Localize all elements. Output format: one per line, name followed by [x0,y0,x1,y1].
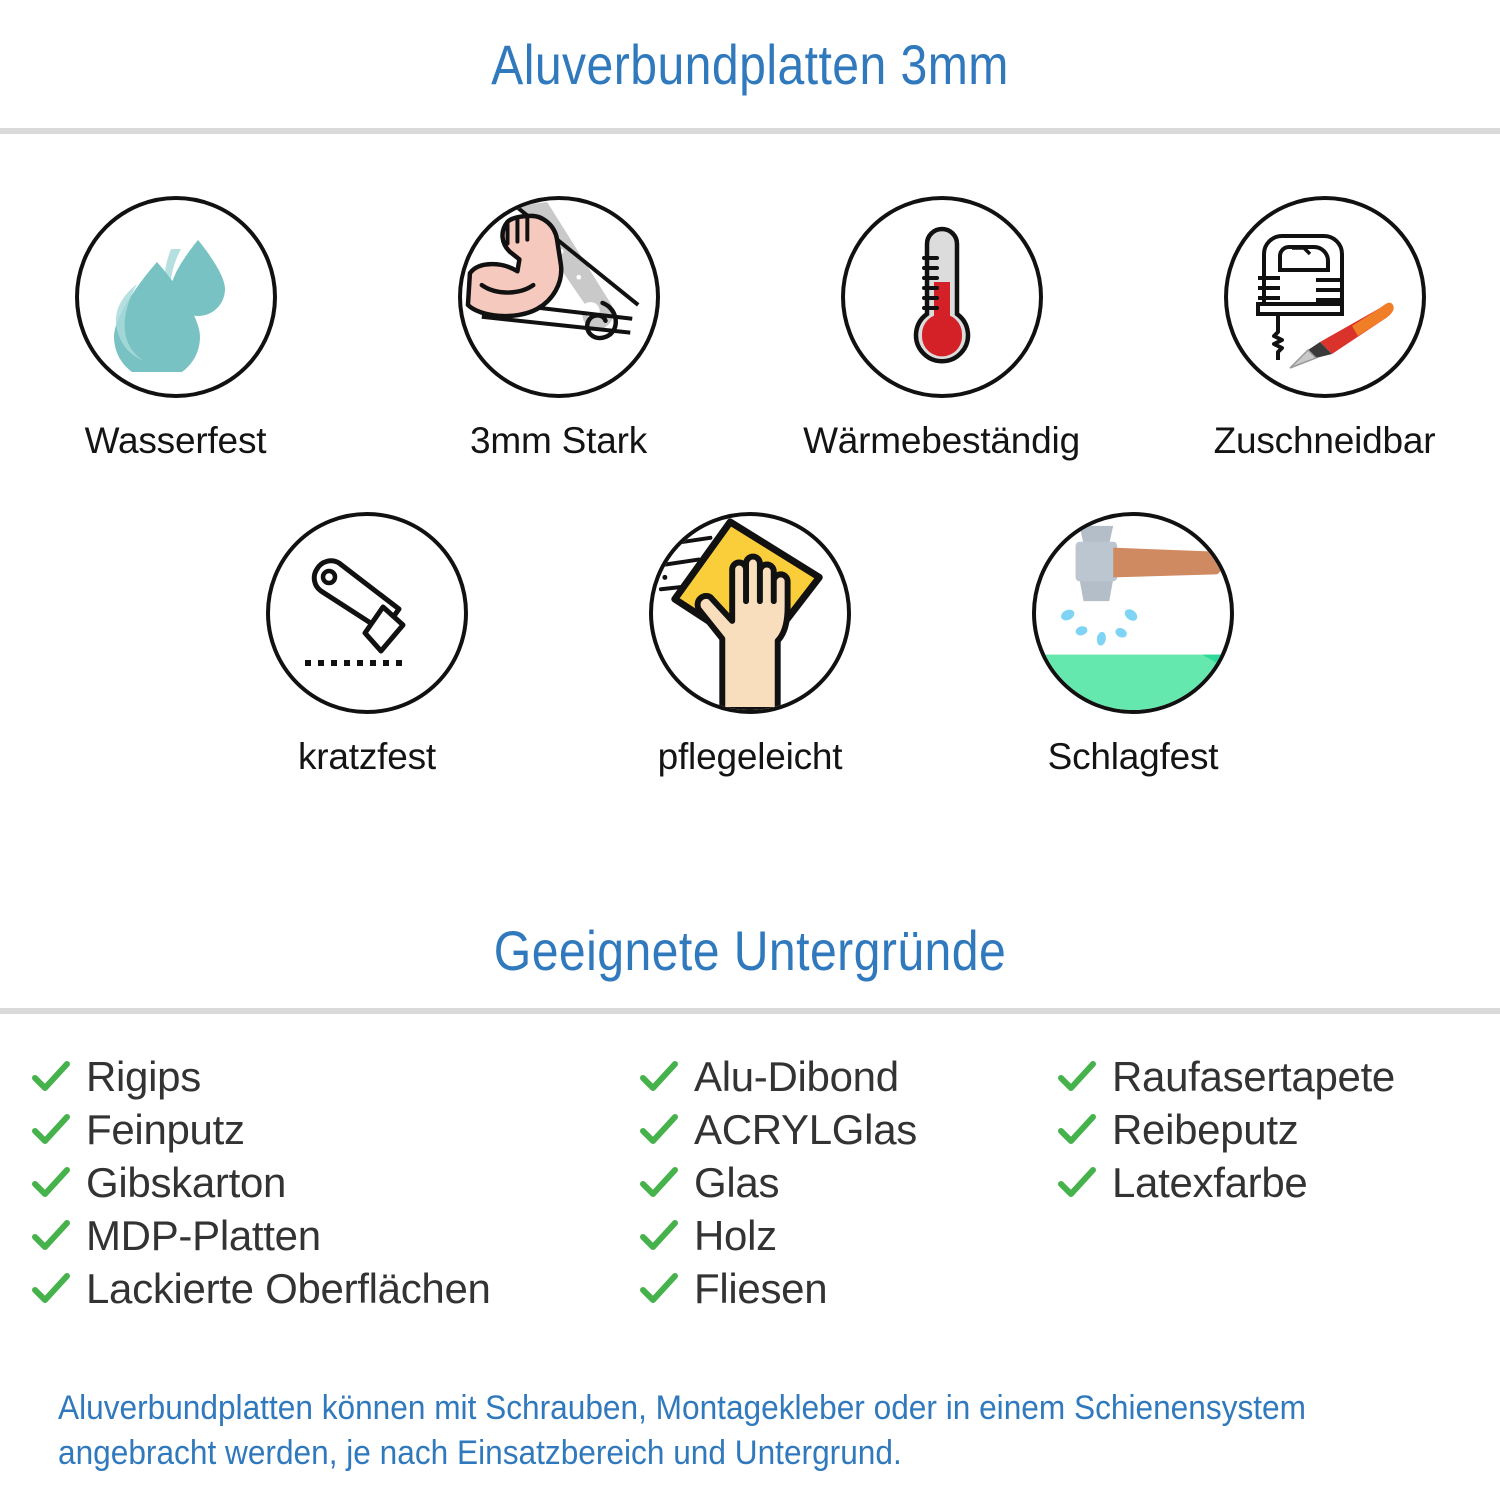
section-title-substrates: Geeignete Untergründe [493,919,1007,982]
feature-label: kratzfest [297,736,437,777]
hammer-impact-icon [1036,525,1230,710]
cutter-knife-icon [305,558,406,666]
list-item-label: Alu-Dibond [694,1052,899,1100]
check-icon [30,1056,72,1098]
check-icon [30,1162,72,1204]
check-icon [638,1056,680,1098]
substrate-checklist: Rigips Feinputz Gibskarton MDP-Platten [0,1050,1500,1315]
feature-wasserfest: Wasserfest [42,196,310,462]
feature-label: pflegeleicht [657,736,843,777]
list-item: Gibskarton [30,1156,638,1209]
jigsaw-and-cutter-icon [1255,234,1394,369]
check-icon [1056,1056,1098,1098]
list-item: Alu-Dibond [638,1050,1056,1103]
feature-zuschneidbar: Zuschneidbar [1191,196,1459,462]
feature-schlagfest: Schlagfest [999,512,1267,778]
divider-top [0,128,1500,134]
feature-label: Schlagfest [1047,736,1219,777]
list-item: Fliesen [638,1262,1056,1315]
list-item: Raufasertapete [1056,1050,1476,1103]
page-title: Aluverbundplatten 3mm [491,33,1009,96]
feature-icon-circle [266,512,468,714]
feature-icon-circle [840,196,1043,398]
feature-grid: Wasserfest [0,196,1500,778]
section-title-block: Geeignete Untergründe [0,919,1500,982]
list-item-label: Lackierte Oberflächen [86,1264,491,1312]
list-item: Glas [638,1156,1056,1209]
check-icon [638,1162,680,1204]
feature-row-1: Wasserfest [0,196,1500,462]
feature-label: Wärmebeständig [803,420,1080,461]
check-icon [1056,1109,1098,1151]
substrate-column-3: Raufasertapete Reibeputz Latexfarbe [1056,1050,1476,1315]
check-icon [30,1268,72,1310]
list-item: Reibeputz [1056,1103,1476,1156]
feature-pflegeleicht: pflegeleicht [616,512,884,778]
check-icon [30,1215,72,1257]
list-item: Lackierte Oberflächen [30,1262,638,1315]
list-item-label: Glas [694,1158,780,1206]
substrate-column-2: Alu-Dibond ACRYLGlas Glas Holz [638,1050,1056,1315]
feature-icon-circle [457,196,660,398]
feature-icon-circle [74,196,277,398]
list-item-label: Fliesen [694,1264,828,1312]
flexed-bicep-icon [465,201,639,341]
feature-3mm-stark: 3mm Stark [425,196,693,462]
list-item: Holz [638,1209,1056,1262]
check-icon [1056,1162,1098,1204]
divider-mid [0,1008,1500,1014]
list-item-label: Reibeputz [1112,1105,1299,1153]
check-icon [638,1215,680,1257]
list-item-label: Raufasertapete [1112,1052,1395,1100]
page-title-block: Aluverbundplatten 3mm [0,33,1500,96]
list-item-label: Gibskarton [86,1158,287,1206]
feature-icon-circle [649,512,851,714]
list-item: Latexfarbe [1056,1156,1476,1209]
water-drops-icon [113,240,225,372]
feature-label: 3mm Stark [469,420,648,461]
list-item-label: Latexfarbe [1112,1158,1308,1206]
thermometer-icon [913,226,970,364]
list-item: Feinputz [30,1103,638,1156]
feature-row-2: kratzfest [0,512,1500,778]
feature-waermebestaendig: Wärmebeständig [803,196,1080,462]
list-item-label: ACRYLGlas [694,1105,917,1153]
substrate-column-1: Rigips Feinputz Gibskarton MDP-Platten [30,1050,638,1315]
list-item: Rigips [30,1050,638,1103]
check-icon [30,1109,72,1151]
check-icon [638,1268,680,1310]
check-icon [638,1109,680,1151]
hand-with-cloth-icon [656,518,823,710]
list-item-label: Rigips [86,1052,201,1100]
list-item-label: Feinputz [86,1105,245,1153]
list-item-label: Holz [694,1211,777,1259]
feature-label: Wasserfest [84,420,267,461]
footer-note: Aluverbundplatten können mit Schrauben, … [58,1389,1306,1472]
feature-kratzfest: kratzfest [233,512,501,778]
list-item-label: MDP-Platten [86,1211,321,1259]
list-item: MDP-Platten [30,1209,638,1262]
feature-label: Zuschneidbar [1213,420,1436,461]
feature-icon-circle [1223,196,1426,398]
list-item: ACRYLGlas [638,1103,1056,1156]
feature-icon-circle [1032,512,1234,714]
